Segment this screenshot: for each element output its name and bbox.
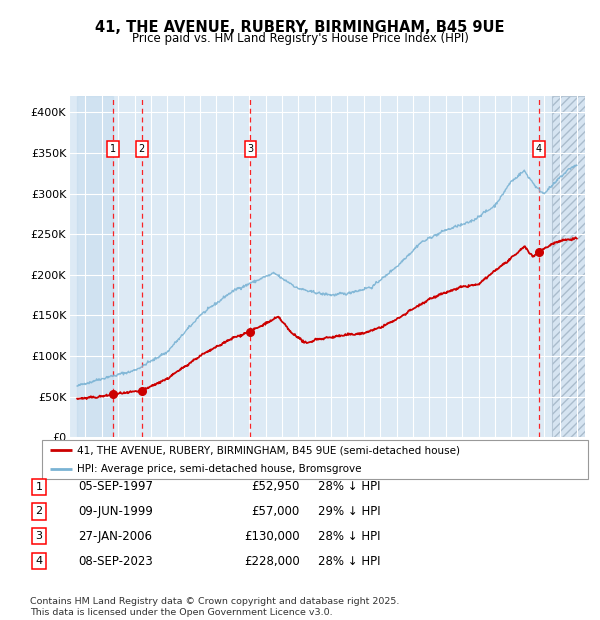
Text: 28% ↓ HPI: 28% ↓ HPI [318,480,380,493]
Text: Contains HM Land Registry data © Crown copyright and database right 2025.
This d: Contains HM Land Registry data © Crown c… [30,598,400,617]
Text: HPI: Average price, semi-detached house, Bromsgrove: HPI: Average price, semi-detached house,… [77,464,362,474]
Text: 41, THE AVENUE, RUBERY, BIRMINGHAM, B45 9UE: 41, THE AVENUE, RUBERY, BIRMINGHAM, B45 … [95,20,505,35]
FancyBboxPatch shape [42,440,588,479]
Text: 3: 3 [35,531,43,541]
Text: 2: 2 [139,144,145,154]
Bar [552,96,585,437]
Text: 4: 4 [35,556,43,566]
Text: Price paid vs. HM Land Registry's House Price Index (HPI): Price paid vs. HM Land Registry's House … [131,32,469,45]
Bar [552,96,585,437]
Text: 1: 1 [110,144,116,154]
Text: 27-JAN-2006: 27-JAN-2006 [78,530,152,542]
Text: 28% ↓ HPI: 28% ↓ HPI [318,555,380,567]
Text: 05-SEP-1997: 05-SEP-1997 [78,480,153,493]
Text: 4: 4 [536,144,542,154]
Text: 08-SEP-2023: 08-SEP-2023 [78,555,153,567]
Text: £130,000: £130,000 [244,530,300,542]
Text: 2: 2 [35,507,43,516]
Text: £228,000: £228,000 [244,555,300,567]
Bar [77,96,113,437]
Text: £52,950: £52,950 [251,480,300,493]
Text: 41, THE AVENUE, RUBERY, BIRMINGHAM, B45 9UE (semi-detached house): 41, THE AVENUE, RUBERY, BIRMINGHAM, B45 … [77,445,460,455]
Text: 09-JUN-1999: 09-JUN-1999 [78,505,153,518]
Text: 29% ↓ HPI: 29% ↓ HPI [318,505,380,518]
Text: 1: 1 [35,482,43,492]
Text: £57,000: £57,000 [252,505,300,518]
Text: 3: 3 [247,144,253,154]
Text: 28% ↓ HPI: 28% ↓ HPI [318,530,380,542]
